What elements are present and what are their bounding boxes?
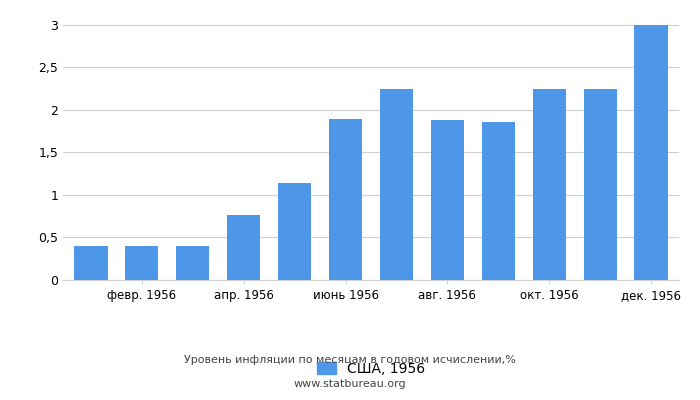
Bar [584, 88, 617, 280]
Bar [329, 119, 362, 280]
Legend: США, 1956: США, 1956 [316, 362, 426, 376]
Bar [380, 88, 413, 280]
Bar [125, 246, 158, 280]
Bar [278, 183, 312, 280]
Bar [533, 88, 566, 280]
Bar [482, 122, 514, 280]
Text: Уровень инфляции по месяцам в годовом исчислении,%: Уровень инфляции по месяцам в годовом ис… [184, 355, 516, 365]
Text: www.statbureau.org: www.statbureau.org [294, 379, 406, 389]
Bar [634, 25, 668, 280]
Bar [176, 246, 209, 280]
Bar [228, 215, 260, 280]
Bar [430, 120, 464, 280]
Bar [74, 246, 108, 280]
